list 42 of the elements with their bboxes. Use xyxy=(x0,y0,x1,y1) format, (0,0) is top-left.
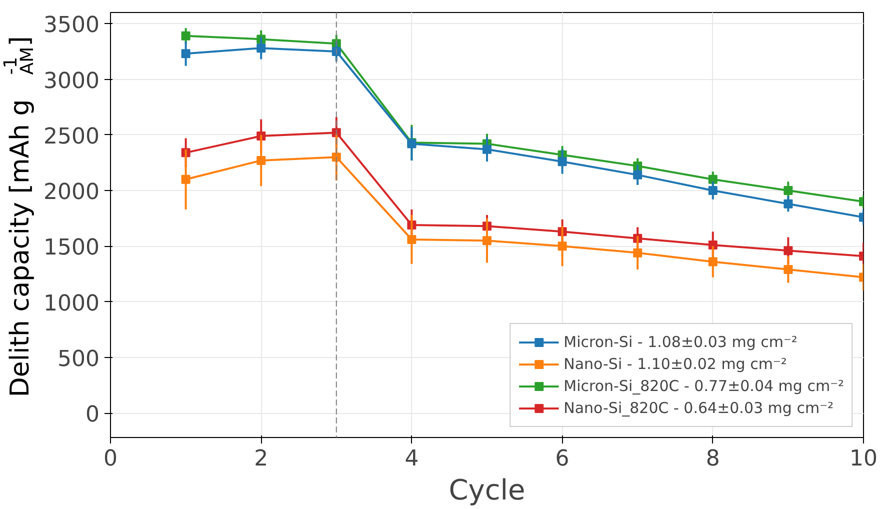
point xyxy=(482,144,492,154)
x-axis-title: Cycle xyxy=(448,474,526,506)
legend-label: Micron-Si_820C - 0.77±0.04 mg cm⁻² xyxy=(564,377,844,395)
point xyxy=(181,31,190,40)
x-tick-label: 4 xyxy=(404,446,419,472)
x-tick-label: 10 xyxy=(850,446,878,472)
legend-label: Nano-Si_820C - 0.64±0.03 mg cm⁻² xyxy=(564,399,834,417)
x-tick-label: 6 xyxy=(555,446,570,472)
point xyxy=(181,49,190,58)
y-tick-label: 0 xyxy=(86,402,100,428)
y-tick-label: 3000 xyxy=(44,68,100,94)
legend-label: Nano-Si - 1.10±0.02 mg cm⁻² xyxy=(564,355,787,373)
point xyxy=(256,44,266,53)
point xyxy=(784,246,793,256)
point xyxy=(708,240,718,250)
y-tick-label: 2500 xyxy=(44,124,100,150)
point xyxy=(558,242,567,251)
point xyxy=(708,186,718,196)
y-tick-label: 3500 xyxy=(44,13,100,38)
point xyxy=(708,174,718,184)
x-tick-label: 0 xyxy=(104,446,118,472)
y-axis-title: Delith capacity [mAh gAM-1] xyxy=(0,36,38,398)
point xyxy=(482,236,492,246)
point xyxy=(558,157,567,166)
y-tick-label: 2000 xyxy=(44,180,100,206)
point xyxy=(784,265,793,274)
legend-label: Micron-Si - 1.08±0.03 mg cm⁻² xyxy=(564,333,798,351)
y-tick-label: 1000 xyxy=(44,291,100,316)
x-tick-label: 8 xyxy=(706,446,720,472)
point xyxy=(784,199,793,208)
point xyxy=(633,170,642,180)
point xyxy=(708,257,718,266)
point xyxy=(181,174,190,184)
point xyxy=(407,234,416,244)
x-tick-label: 2 xyxy=(254,446,268,472)
y-tick-label: 1500 xyxy=(44,236,100,261)
point xyxy=(332,152,341,162)
point xyxy=(256,156,266,165)
y-tick-label: 500 xyxy=(58,346,100,372)
point xyxy=(332,46,341,56)
point xyxy=(633,248,642,258)
point xyxy=(784,186,793,196)
